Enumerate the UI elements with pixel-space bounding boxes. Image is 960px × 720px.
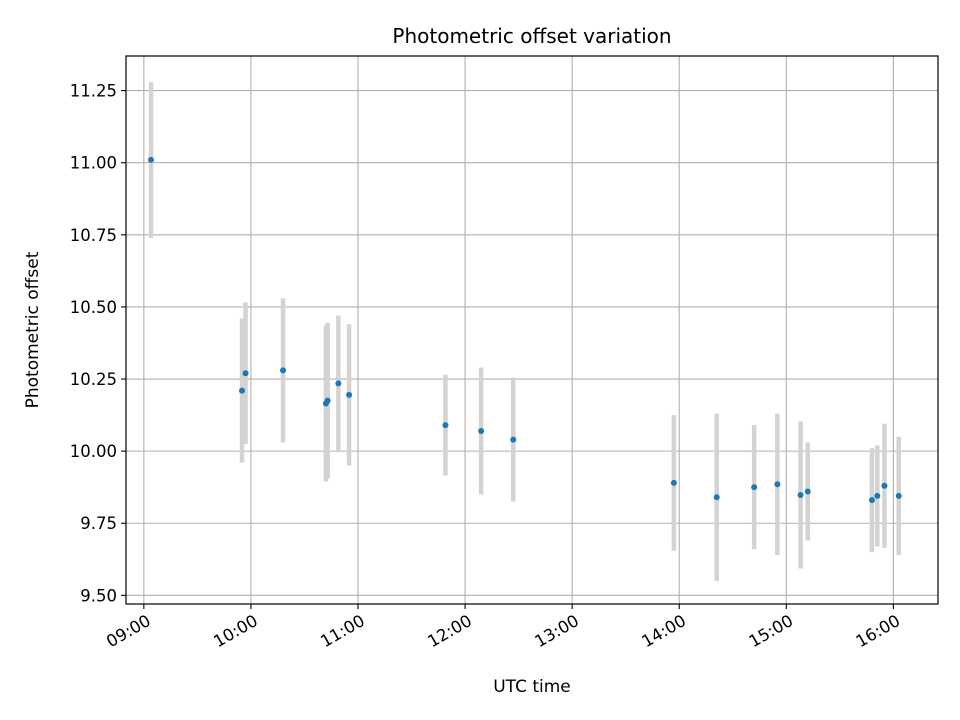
y-tick-label: 10.00 [70,442,117,461]
data-point [346,391,353,398]
data-point [868,497,875,504]
y-axis-title: Photometric offset [23,251,43,408]
data-point [874,492,881,499]
data-point [804,488,811,495]
data-point [442,422,449,429]
y-tick-label: 10.75 [70,226,117,245]
y-tick-label: 11.25 [70,82,117,101]
data-point [239,387,245,394]
y-tick-label: 10.25 [70,370,117,389]
y-tick-label: 11.00 [70,154,117,173]
data-point [751,484,758,491]
data-point [881,482,888,489]
data-point [895,492,902,499]
chart-title: Photometric offset variation [392,24,671,48]
data-point [147,156,154,163]
plot-frame [125,55,939,605]
data-point [242,370,249,377]
y-tick-label: 9.50 [80,586,117,605]
y-tick-label: 9.75 [80,514,117,533]
data-point [797,491,804,498]
y-tick-label: 10.50 [70,298,117,317]
data-point [324,397,331,404]
data-point [510,436,517,443]
data-point [713,494,720,501]
data-point [335,380,342,387]
point-layer [147,156,902,504]
data-point [478,427,485,434]
data-point [670,479,677,486]
data-point [280,367,287,374]
grid-layer [126,56,938,604]
x-axis-title: UTC time [493,677,571,697]
data-point [774,481,781,488]
